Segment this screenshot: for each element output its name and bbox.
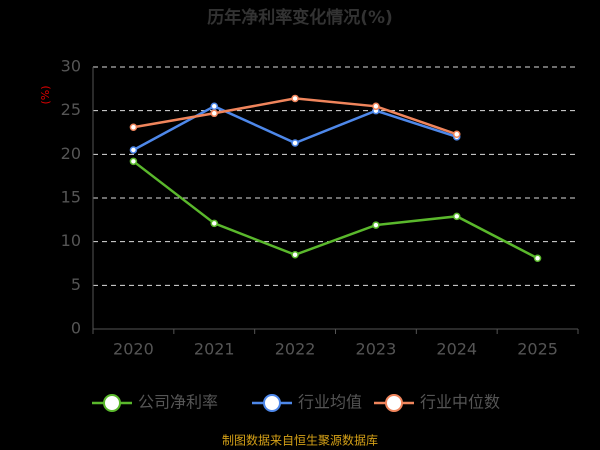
data-point <box>129 157 138 166</box>
y-tick-label: 30 <box>61 57 81 76</box>
data-point <box>453 212 461 221</box>
data-point <box>291 94 299 103</box>
y-tick-label: 15 <box>61 188 81 207</box>
y-tick-label: 20 <box>61 144 81 163</box>
legend-marker <box>103 394 121 412</box>
data-point <box>533 254 542 263</box>
data-point <box>210 109 218 118</box>
data-point <box>291 251 299 259</box>
data-point <box>129 123 138 132</box>
x-tick-label: 2020 <box>113 340 154 359</box>
x-tick-label: 2023 <box>356 340 397 359</box>
data-point <box>453 130 461 138</box>
legend-marker <box>385 394 403 412</box>
legend-label: 行业中位数 <box>420 393 500 412</box>
data-point <box>129 146 138 154</box>
x-tick-label: 2024 <box>436 340 477 359</box>
x-tick-label: 2025 <box>517 340 558 359</box>
series-line <box>132 160 539 260</box>
legend-label: 行业均值 <box>298 393 362 412</box>
y-tick-label: 10 <box>61 231 81 250</box>
data-point <box>291 139 299 147</box>
legend-label: 公司净利率 <box>138 393 218 412</box>
source-note: 制图数据来自恒生聚源数据库 <box>222 433 378 448</box>
chart-title: 历年净利率变化情况(%) <box>207 7 393 28</box>
data-point <box>372 221 380 229</box>
y-tick-label: 0 <box>71 319 81 338</box>
x-tick-label: 2022 <box>275 340 316 359</box>
data-point <box>372 102 380 111</box>
legend-marker <box>263 394 281 412</box>
y-tick-label: 5 <box>71 275 81 294</box>
x-tick-label: 2021 <box>194 340 235 359</box>
y-tick-label: 25 <box>61 100 81 119</box>
data-point <box>210 102 218 111</box>
y-axis-label: (%) <box>39 85 52 104</box>
data-point <box>210 219 218 228</box>
